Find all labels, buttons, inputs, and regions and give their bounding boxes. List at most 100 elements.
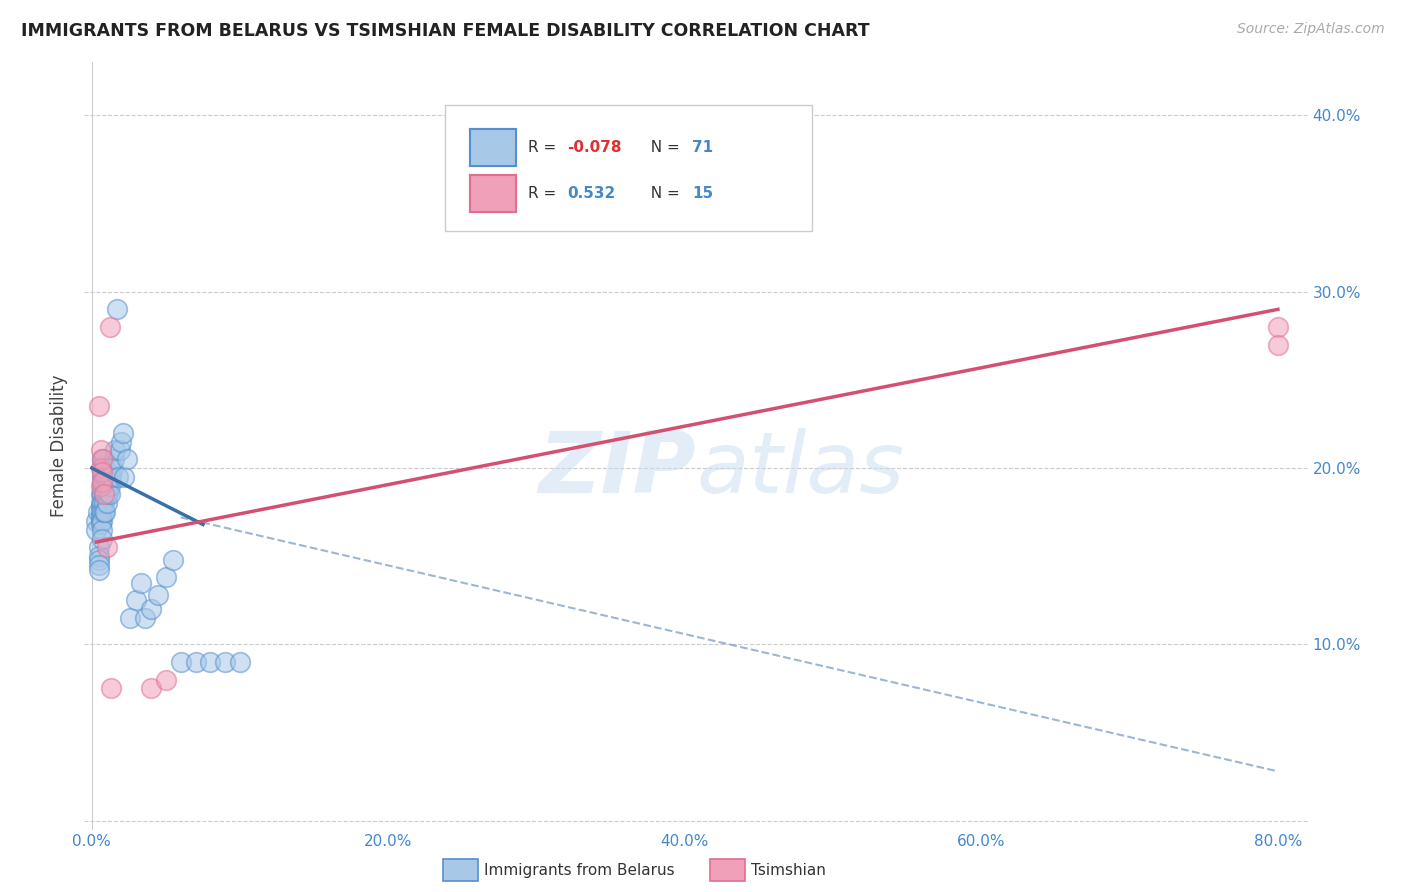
Point bbox=[96, 496, 118, 510]
Point bbox=[97, 475, 120, 490]
Point bbox=[101, 461, 124, 475]
Point bbox=[90, 510, 112, 524]
Point bbox=[90, 505, 112, 519]
Point bbox=[96, 478, 118, 492]
Text: IMMIGRANTS FROM BELARUS VS TSIMSHIAN FEMALE DISABILITY CORRELATION CHART: IMMIGRANTS FROM BELARUS VS TSIMSHIAN FEM… bbox=[21, 22, 870, 40]
Point bbox=[91, 461, 114, 475]
Text: N =: N = bbox=[641, 186, 685, 201]
Text: 0.532: 0.532 bbox=[568, 186, 616, 201]
Point bbox=[90, 500, 112, 514]
Point bbox=[108, 443, 131, 458]
Point bbox=[112, 470, 135, 484]
Point bbox=[91, 452, 114, 467]
FancyBboxPatch shape bbox=[470, 129, 516, 166]
Point bbox=[93, 452, 115, 467]
FancyBboxPatch shape bbox=[470, 175, 516, 212]
Point bbox=[98, 478, 121, 492]
Point bbox=[100, 470, 122, 484]
Point bbox=[97, 465, 120, 479]
Point bbox=[90, 478, 112, 492]
Point bbox=[91, 514, 114, 528]
Point bbox=[111, 425, 134, 440]
Point bbox=[94, 505, 117, 519]
Text: Immigrants from Belarus: Immigrants from Belarus bbox=[484, 863, 675, 878]
Point bbox=[89, 563, 111, 577]
Point bbox=[84, 514, 107, 528]
Point bbox=[90, 461, 112, 475]
Point bbox=[91, 523, 114, 537]
Point bbox=[105, 302, 128, 317]
Point bbox=[91, 487, 114, 501]
Point bbox=[100, 461, 122, 475]
Point bbox=[93, 487, 115, 501]
Point bbox=[90, 443, 112, 458]
Point bbox=[89, 549, 111, 564]
Point bbox=[96, 470, 118, 484]
Point bbox=[155, 673, 177, 687]
Point bbox=[125, 593, 148, 607]
Point bbox=[91, 470, 114, 484]
Point bbox=[84, 523, 107, 537]
Point bbox=[89, 541, 111, 555]
Point bbox=[184, 655, 207, 669]
Point bbox=[214, 655, 236, 669]
Point bbox=[90, 487, 112, 501]
Text: N =: N = bbox=[641, 140, 685, 155]
Text: Source: ZipAtlas.com: Source: ZipAtlas.com bbox=[1237, 22, 1385, 37]
Point bbox=[98, 320, 121, 334]
Point bbox=[120, 611, 142, 625]
Point bbox=[94, 478, 117, 492]
Text: atlas: atlas bbox=[696, 427, 904, 510]
Point bbox=[110, 434, 132, 449]
Y-axis label: Female Disability: Female Disability bbox=[51, 375, 69, 517]
FancyBboxPatch shape bbox=[470, 175, 516, 212]
Point bbox=[93, 505, 115, 519]
Point bbox=[98, 470, 121, 484]
Text: 71: 71 bbox=[692, 140, 713, 155]
Point bbox=[104, 443, 127, 458]
Text: R =: R = bbox=[529, 186, 561, 201]
FancyBboxPatch shape bbox=[446, 104, 813, 231]
Point bbox=[89, 558, 111, 572]
Point bbox=[96, 487, 118, 501]
Point bbox=[96, 474, 118, 488]
Point bbox=[91, 452, 114, 467]
Point bbox=[93, 461, 115, 475]
Point bbox=[100, 681, 122, 696]
Text: ZIP: ZIP bbox=[538, 427, 696, 510]
Point bbox=[96, 541, 118, 555]
Point bbox=[162, 553, 184, 567]
Text: 15: 15 bbox=[692, 186, 713, 201]
Point bbox=[98, 487, 121, 501]
Point bbox=[86, 505, 108, 519]
Point bbox=[94, 487, 117, 501]
Point bbox=[94, 470, 117, 484]
Point bbox=[148, 588, 170, 602]
Point bbox=[97, 485, 120, 500]
Point bbox=[91, 496, 114, 510]
Point bbox=[139, 602, 162, 616]
Point bbox=[200, 655, 222, 669]
Point bbox=[91, 478, 114, 492]
Point bbox=[117, 452, 139, 467]
Point bbox=[90, 514, 112, 528]
Point bbox=[91, 532, 114, 546]
Text: Tsimshian: Tsimshian bbox=[751, 863, 825, 878]
Point bbox=[170, 655, 193, 669]
Point bbox=[90, 496, 112, 510]
Point bbox=[91, 475, 114, 490]
Point bbox=[93, 470, 115, 484]
Point bbox=[129, 575, 152, 590]
Point bbox=[1267, 320, 1289, 334]
Point bbox=[91, 465, 114, 479]
Text: R =: R = bbox=[529, 140, 561, 155]
Point bbox=[107, 470, 129, 484]
Point bbox=[89, 400, 111, 414]
Point bbox=[90, 517, 112, 532]
Text: -0.078: -0.078 bbox=[568, 140, 621, 155]
Point bbox=[103, 452, 125, 467]
Point bbox=[139, 681, 162, 696]
Point bbox=[93, 496, 115, 510]
Point bbox=[93, 487, 115, 501]
Point bbox=[1267, 337, 1289, 351]
